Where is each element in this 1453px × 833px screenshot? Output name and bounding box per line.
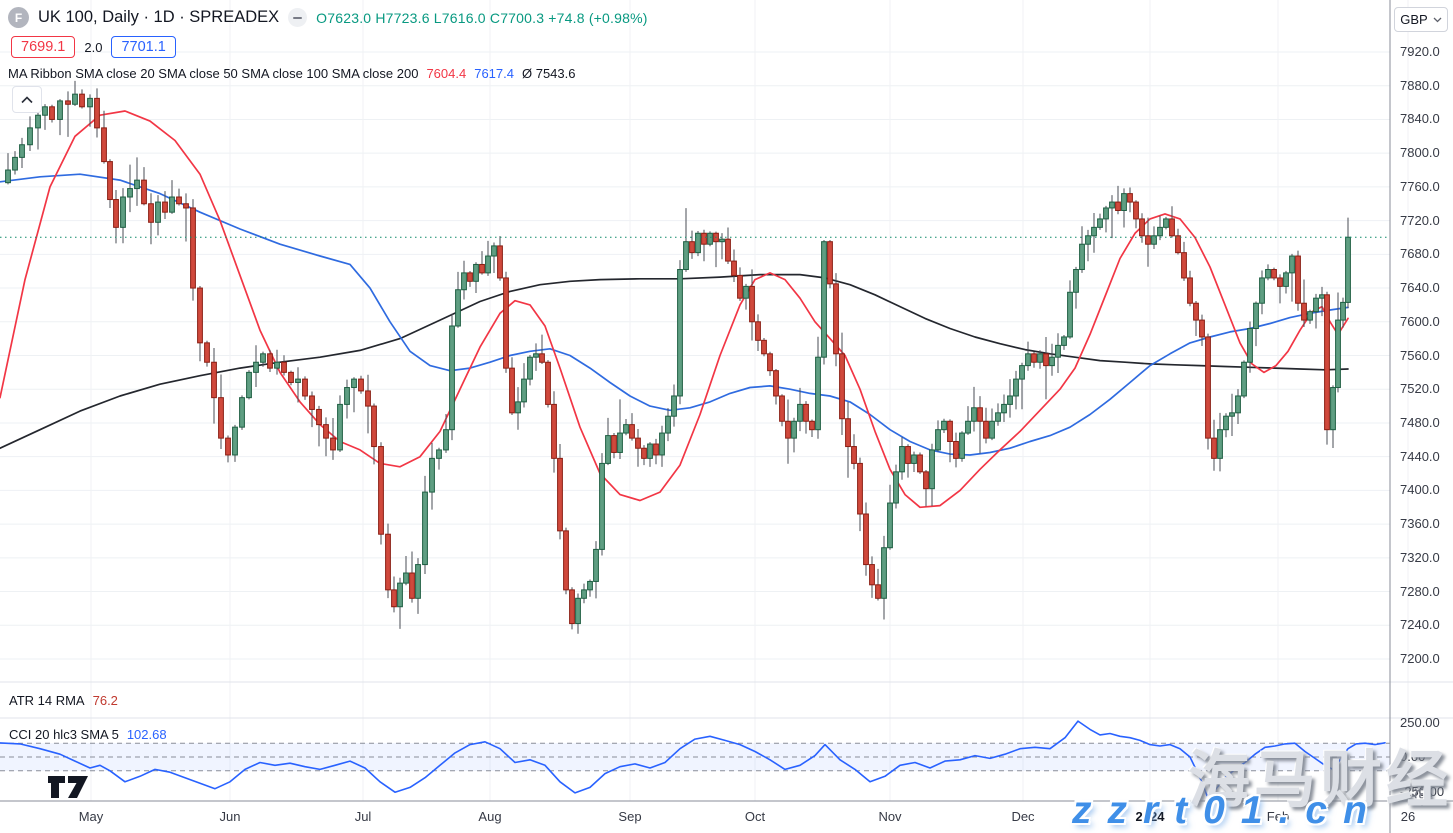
time-axis-label: 2024 — [1135, 809, 1165, 824]
time-axis-label: Sep — [618, 809, 642, 824]
watermark-url: zzrt01.cn — [1072, 789, 1383, 832]
spread-value: 2.0 — [84, 39, 103, 55]
price-axis-label: 7560.0 — [1400, 347, 1440, 363]
sma-average-line — [0, 273, 1349, 450]
symbol-title[interactable]: UK 100, Daily · 1D · SPREADEX — [38, 8, 280, 26]
price-axis-label: 7440.0 — [1400, 448, 1440, 464]
sma50-value: 7617.4 — [474, 66, 514, 81]
price-axis-label: 7920.0 — [1400, 44, 1440, 59]
time-axis-label: Jul — [354, 809, 372, 824]
chevron-down-icon — [1433, 17, 1442, 22]
gridlines — [0, 0, 1409, 801]
price-axis-label: 7240.0 — [1400, 617, 1440, 633]
price-axis-label: 7280.0 — [1400, 583, 1440, 599]
cci-axis-label: 250.00 — [1400, 714, 1440, 730]
ma-ribbon-label: MA Ribbon SMA close 20 SMA close 50 SMA … — [8, 66, 419, 81]
price-axis-label: 7760.0 — [1400, 178, 1440, 194]
cci-line — [0, 720, 1386, 797]
collapse-pane-button[interactable] — [12, 86, 42, 113]
time-axis-label: Dec — [1011, 809, 1035, 824]
sma20-line — [0, 110, 1349, 509]
chevron-up-icon — [21, 95, 33, 103]
symbol-header: F UK 100, Daily · 1D · SPREADEX O7623.0 … — [8, 7, 648, 28]
currency-dropdown[interactable]: GBP — [1394, 7, 1448, 32]
sma20-value: 7604.4 — [426, 66, 467, 81]
currency-label: GBP — [1400, 12, 1428, 27]
cci-pane — [0, 720, 1390, 797]
price-axis-label: 7840.0 — [1400, 111, 1440, 127]
price-axis-label: 7880.0 — [1400, 77, 1440, 93]
buy-button[interactable]: 7701.1 — [111, 36, 176, 58]
sma50-line — [0, 173, 1349, 456]
time-axis-label: 26 — [1400, 809, 1416, 824]
price-axis-label: 7200.0 — [1400, 651, 1440, 666]
sma-average-value: Ø 7543.6 — [521, 66, 576, 81]
price-axis-label: 7360.0 — [1400, 516, 1440, 532]
price-axis-label: 7480.0 — [1400, 414, 1440, 430]
cci-legend[interactable]: CCI 20 hlc3 SMA 5 102.68 — [9, 727, 167, 742]
time-axis-label: Feb — [1266, 809, 1290, 824]
time-axis-label: Oct — [744, 809, 766, 824]
candlestick-series — [5, 80, 1351, 634]
price-axis-label: 7720.0 — [1400, 212, 1440, 228]
time-axis-label: Jun — [219, 809, 241, 824]
bid-ask-row: 7699.1 2.0 7701.1 — [11, 36, 176, 58]
cci-axis-label: -250.00 — [1400, 783, 1445, 799]
cci-axis-label: 0.00 — [1400, 749, 1426, 764]
price-axis-label: 7680.0 — [1400, 246, 1440, 262]
ma-ribbon-lines — [0, 110, 1349, 509]
price-axis-label: 7400.0 — [1400, 482, 1440, 498]
gear-icon[interactable] — [1410, 784, 1434, 813]
price-axis-label: 7520.0 — [1400, 381, 1440, 397]
watermark-cjk: 海马财经 — [1188, 743, 1453, 816]
ma-ribbon-legend[interactable]: MA Ribbon SMA close 20 SMA close 50 SMA … — [8, 66, 575, 81]
cci-value: 102.68 — [126, 727, 167, 742]
price-axis-label: 7320.0 — [1400, 549, 1440, 565]
sell-button[interactable]: 7699.1 — [11, 36, 76, 58]
cci-label: CCI 20 hlc3 SMA 5 — [9, 727, 119, 742]
time-axis-label: Aug — [478, 809, 502, 824]
atr-value: 76.2 — [92, 693, 118, 708]
time-axis-label: Nov — [878, 809, 902, 824]
atr-legend[interactable]: ATR 14 RMA 76.2 — [9, 693, 118, 708]
ohlc-values: O7623.0 H7723.6 L7616.0 C7700.3 +74.8 (+… — [316, 9, 648, 26]
time-axis-label: May — [78, 809, 104, 824]
price-axis-label: 7800.0 — [1400, 145, 1440, 161]
price-axis-label: 7600.0 — [1400, 313, 1440, 329]
price-axis-label: 7640.0 — [1400, 280, 1440, 296]
symbol-logo-icon: F — [8, 7, 29, 28]
collapse-legend-icon[interactable] — [288, 8, 308, 27]
tradingview-logo[interactable] — [46, 770, 92, 805]
atr-label: ATR 14 RMA — [9, 693, 85, 708]
